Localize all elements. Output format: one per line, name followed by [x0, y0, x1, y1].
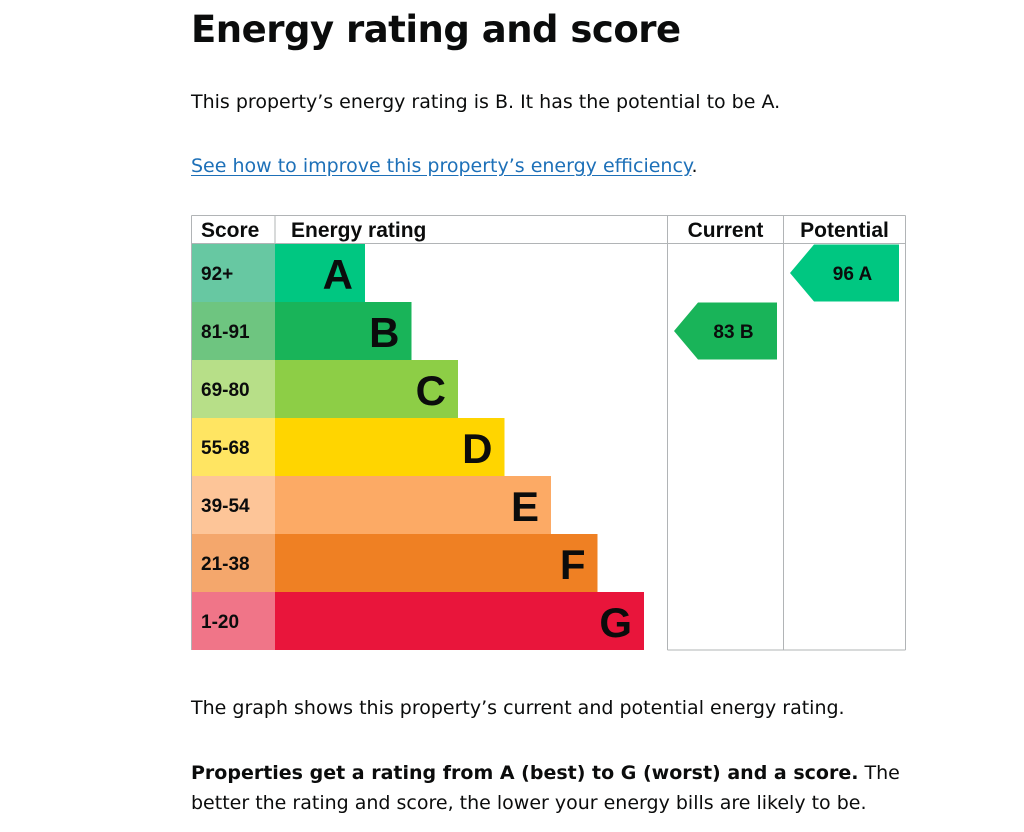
rating-letter-a: A — [323, 251, 353, 298]
score-label-b: 81-91 — [201, 322, 250, 343]
score-cell-g — [192, 592, 275, 650]
rating-letter-e: E — [511, 483, 539, 530]
rating-explanation-rest: The better the rating and score, the low… — [191, 762, 900, 814]
improve-link-suffix: . — [691, 155, 698, 177]
page-title: Energy rating and score — [191, 8, 681, 51]
rating-letter-b: B — [369, 309, 399, 356]
score-label-e: 39-54 — [201, 496, 250, 517]
rating-bar-d — [275, 418, 505, 476]
rating-letter-g: G — [599, 599, 632, 646]
score-cell-d — [192, 418, 275, 476]
score-cell-f — [192, 534, 275, 592]
score-label-d: 55-68 — [201, 438, 250, 459]
current-rating-arrow-label: 83 B — [713, 322, 753, 343]
rating-explanation-text: Properties get a rating from A (best) to… — [191, 758, 911, 818]
potential-rating-arrow — [790, 244, 899, 302]
rating-bar-b — [275, 302, 412, 360]
rating-summary-text: This property’s energy rating is B. It h… — [191, 91, 781, 113]
rating-letter-d: D — [462, 425, 492, 472]
rating-letter-c: C — [416, 367, 446, 414]
score-cell-b — [192, 302, 275, 360]
header-current: Current — [688, 219, 764, 242]
score-cell-a — [192, 244, 275, 302]
current-rating-arrow — [674, 302, 777, 360]
score-cell-e — [192, 476, 275, 534]
rating-explanation-bold: Properties get a rating from A (best) to… — [191, 762, 859, 784]
score-label-c: 69-80 — [201, 380, 250, 401]
header-score: Score — [201, 219, 259, 242]
score-cell-c — [192, 360, 275, 418]
rating-bar-c — [275, 360, 458, 418]
rating-bar-g — [275, 592, 644, 650]
rating-letter-f: F — [560, 541, 586, 588]
score-label-f: 21-38 — [201, 554, 250, 575]
score-label-a: 92+ — [201, 264, 233, 285]
header-energy-rating: Energy rating — [291, 219, 426, 242]
improve-paragraph: See how to improve this property’s energ… — [191, 152, 698, 180]
score-label-g: 1-20 — [201, 612, 239, 633]
potential-rating-arrow-label: 96 A — [833, 264, 873, 285]
graph-explanation-text: The graph shows this property’s current … — [191, 697, 845, 719]
improve-efficiency-link[interactable]: See how to improve this property’s energ… — [191, 155, 692, 177]
rating-bar-f — [275, 534, 598, 592]
rating-bar-a — [275, 244, 365, 302]
rating-bar-e — [275, 476, 551, 534]
header-potential: Potential — [800, 219, 889, 242]
